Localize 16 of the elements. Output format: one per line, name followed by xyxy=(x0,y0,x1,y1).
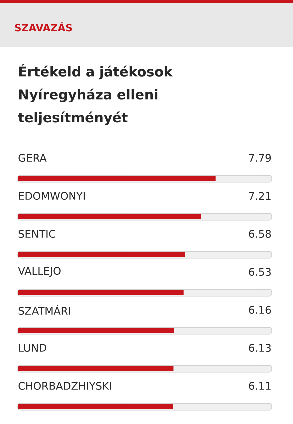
y-tick-label: SZATMÁRI xyxy=(18,305,70,316)
y-tick-label: SENTIC xyxy=(18,230,56,238)
y-tick-label: VALLEJO xyxy=(18,267,61,278)
y-tick-label: GERA xyxy=(18,154,47,162)
data-label: 6.58 xyxy=(249,230,272,238)
data-label: 7.79 xyxy=(249,154,272,162)
y-tick-label: EDOMWONYI xyxy=(19,192,85,200)
data-label: 6.53 xyxy=(249,268,271,276)
data-label: 7.21 xyxy=(249,192,271,200)
data-label: 6.16 xyxy=(249,306,272,314)
y-tick-label: CHORBADZHIYSKI xyxy=(18,382,112,390)
data-label: 6.11 xyxy=(249,382,271,390)
data-label: 6.13 xyxy=(249,344,271,352)
chart-subtitle: Értékeld a játékosok Nyíregyháza elleni teljesítményét xyxy=(18,64,174,126)
y-tick-label: LUND xyxy=(19,344,46,352)
chart-title: SZAVAZÁS xyxy=(15,22,72,32)
